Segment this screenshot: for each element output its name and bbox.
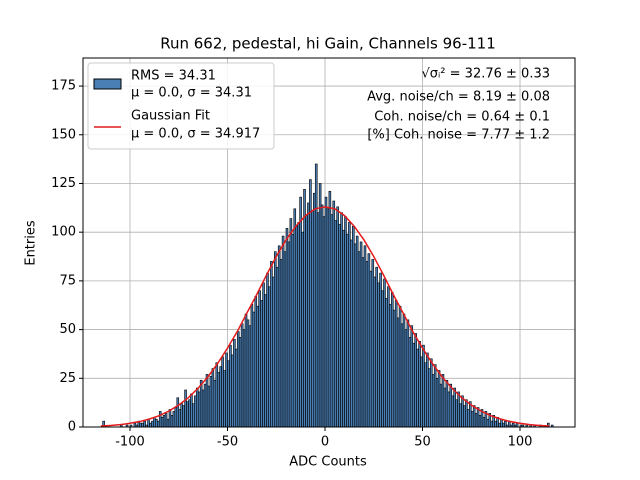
- y-tick-label: 150: [51, 127, 76, 142]
- y-tick-label: 50: [59, 322, 76, 337]
- legend-label: RMS = 34.31: [131, 69, 216, 84]
- legend-patch: [93, 78, 122, 90]
- annotation: [%] Coh. noise = 7.77 ± 1.2: [367, 128, 550, 143]
- chart-title: Run 662, pedestal, hi Gain, Channels 96-…: [160, 35, 496, 53]
- y-tick-label: 125: [51, 176, 76, 191]
- plot-frame: [82, 57, 576, 428]
- axes: -100 -50 0 50 100 0 25 50 75 100 125 150 175: [51, 79, 532, 450]
- legend-label: Gaussian Fit: [131, 109, 210, 124]
- bar: [515, 422, 519, 428]
- y-tick-label: 25: [59, 371, 76, 386]
- x-tick-label: 100: [508, 435, 533, 450]
- x-tick-label: 50: [414, 435, 431, 450]
- legend: RMS = 34.31 μ = 0.0, σ = 34.31 Gaussian …: [87, 62, 275, 150]
- x-tick-label: 0: [321, 435, 329, 450]
- y-tick-label: 100: [51, 225, 76, 240]
- y-tick-label: 75: [59, 273, 76, 288]
- legend-box: [87, 62, 275, 150]
- legend-label: μ = 0.0, σ = 34.917: [131, 127, 260, 142]
- annotation: √σᵢ² = 32.76 ± 0.33: [421, 67, 550, 82]
- bars: [102, 163, 554, 428]
- x-tick-label: -50: [217, 435, 238, 450]
- y-tick-label: 0: [68, 420, 76, 435]
- annotation: Avg. noise/ch = 8.19 ± 0.08: [367, 90, 550, 105]
- y-tick-label: 175: [51, 79, 76, 94]
- annotation: Coh. noise/ch = 0.64 ± 0.1: [374, 110, 550, 125]
- fit: [100, 206, 550, 427]
- x-tick-label: -100: [115, 435, 145, 450]
- x-axis-label: ADC Counts: [289, 455, 367, 470]
- y-axis-label: Entries: [24, 220, 39, 266]
- legend-label: μ = 0.0, σ = 34.31: [131, 86, 252, 101]
- fit-line: [100, 206, 550, 427]
